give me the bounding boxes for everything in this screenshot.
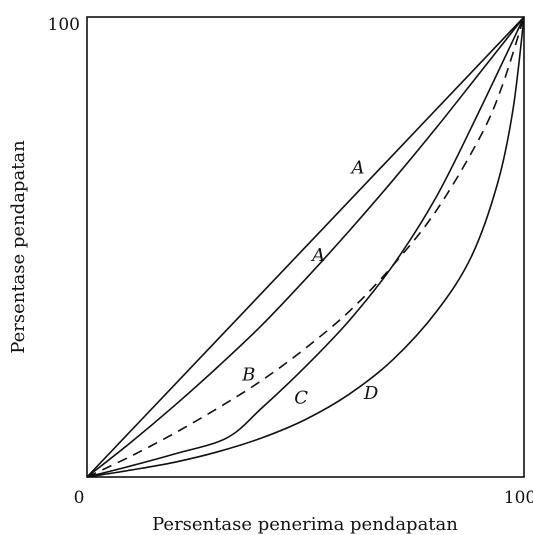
- curve-label-c-3: C: [294, 387, 308, 408]
- curve-label-d-4: D: [363, 383, 379, 404]
- curves-group: [86, 16, 525, 478]
- curve-b-2: [86, 16, 525, 478]
- x-axis-label: Persentase penerima pendapatan: [152, 514, 458, 535]
- y-tick-100: 100: [48, 15, 80, 35]
- curve-a-1: [86, 16, 525, 478]
- plot-frame: [86, 16, 525, 478]
- curve-label-a-1: A: [310, 245, 325, 266]
- curve-c-3: [86, 16, 525, 478]
- curve-labels-group: A A B C D: [241, 157, 379, 408]
- x-tick-100: 100: [504, 488, 533, 508]
- x-tick-0: 0: [74, 488, 85, 508]
- curve-label-b-2: B: [241, 364, 255, 385]
- curve-label-a-0: A: [349, 157, 364, 178]
- curve-d-4: [86, 16, 525, 478]
- y-axis-label: Persentase pendapatan: [8, 140, 29, 354]
- curve-a-0: [86, 16, 525, 478]
